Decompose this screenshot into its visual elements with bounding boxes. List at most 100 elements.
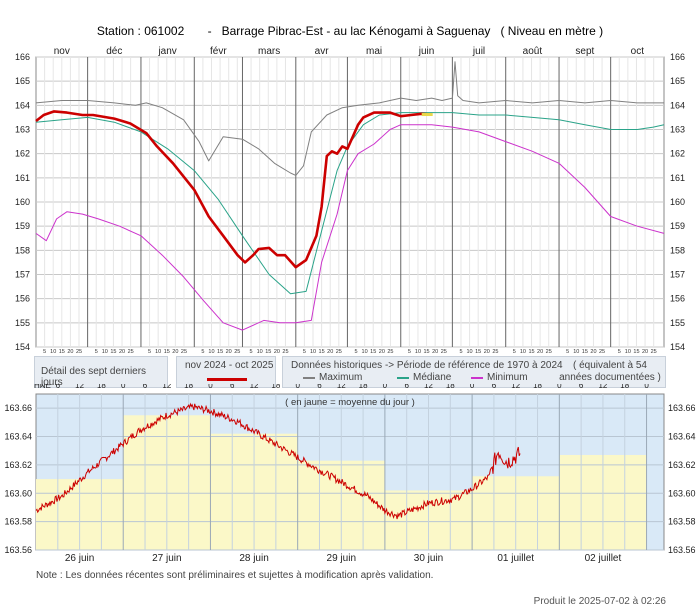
hour-tick-label: 18 — [97, 384, 106, 390]
day-tick-label: 15 — [528, 349, 534, 355]
detail-series-line — [35, 402, 521, 520]
hour-tick-label: 0 — [383, 384, 388, 390]
y-tick-label-right: 155 — [670, 318, 685, 328]
legend-current: nov 2024 - oct 2025 — [176, 356, 276, 388]
legend-max-label: Maximum — [319, 372, 363, 383]
y-tick-label-right: 166 — [670, 52, 685, 62]
day-tick-label: 15 — [265, 349, 271, 355]
y-tick-label-right: 163 — [670, 125, 685, 135]
detail-y-tick-right: 163.64 — [668, 432, 696, 442]
y-tick-label-right: 159 — [670, 221, 685, 231]
legend-min-swatch — [471, 377, 483, 379]
month-label: nov — [54, 46, 70, 57]
day-tick-label: 15 — [582, 349, 588, 355]
hour-tick-label: 6 — [143, 384, 148, 390]
day-tick-label: 10 — [155, 349, 161, 355]
detail-y-tick-right: 163.62 — [668, 460, 696, 470]
legend-current-label: nov 2024 - oct 2025 — [185, 360, 274, 371]
month-label: févr — [210, 46, 227, 57]
day-tick-label: 20 — [274, 349, 280, 355]
month-label: juil — [472, 46, 485, 57]
y-tick-label-left: 157 — [15, 270, 30, 280]
legend-current-swatch — [207, 378, 247, 381]
legend-equivalent-label: ( équivalent à 54 années documentées ) — [559, 360, 661, 383]
y-tick-label-left: 160 — [15, 197, 30, 207]
y-tick-label-right: 160 — [670, 197, 685, 207]
hour-tick-label: 0 — [208, 384, 213, 390]
y-tick-label-left: 165 — [15, 76, 30, 86]
y-tick-label-left: 163 — [15, 125, 30, 135]
day-tick-label: 25 — [336, 349, 342, 355]
legend-historical: Données historiques -> Période de référe… — [282, 356, 666, 388]
day-tick-label: 15 — [475, 349, 481, 355]
y-tick-label-right: 157 — [670, 270, 685, 280]
hour-tick-label: 12 — [162, 384, 171, 390]
y-tick-label-right: 154 — [670, 342, 685, 352]
day-tick-label: 20 — [119, 349, 125, 355]
y-tick-label-left: 155 — [15, 318, 30, 328]
day-tick-label: 5 — [201, 349, 204, 355]
detail-y-tick-left: 163.66 — [4, 403, 32, 413]
legend-max-swatch — [303, 377, 315, 379]
day-tick-label: 5 — [354, 349, 357, 355]
detail-y-tick-right: 163.66 — [668, 403, 696, 413]
hour-tick-label: 0 — [470, 384, 475, 390]
y-tick-label-left: 162 — [15, 149, 30, 159]
detail-button[interactable]: Détail des sept derniers jours — [34, 356, 168, 388]
hour-tick-label: 12 — [75, 384, 84, 390]
day-label: 30 juin — [414, 553, 443, 564]
y-tick-label-right: 158 — [670, 245, 685, 255]
day-label: 29 juin — [327, 553, 356, 564]
legend-median-swatch — [397, 377, 409, 379]
series-line-minimum — [35, 124, 665, 331]
detail-y-tick-left: 163.58 — [4, 517, 32, 527]
day-tick-label: 15 — [164, 349, 170, 355]
detail-y-tick-left: 163.64 — [4, 432, 32, 442]
month-label: juin — [418, 46, 435, 57]
y-tick-label-left: 156 — [15, 294, 30, 304]
day-tick-label: 25 — [76, 349, 82, 355]
day-tick-label: 25 — [282, 349, 288, 355]
day-tick-label: 10 — [467, 349, 473, 355]
day-tick-label: 15 — [633, 349, 639, 355]
hour-tick-label: 0 — [557, 384, 562, 390]
day-label: 27 juin — [152, 553, 181, 564]
hour-tick-label: 6 — [230, 384, 235, 390]
day-tick-label: 25 — [181, 349, 187, 355]
day-tick-label: 20 — [226, 349, 232, 355]
y-tick-label-right: 164 — [670, 100, 685, 110]
day-tick-label: 10 — [573, 349, 579, 355]
hour-tick-label: 18 — [620, 384, 629, 390]
detail-title: ( en jaune = moyenne du jour ) — [285, 397, 415, 408]
hour-tick-label: 0 — [644, 384, 649, 390]
hour-tick-label: 18 — [359, 384, 368, 390]
day-tick-label: 20 — [327, 349, 333, 355]
day-tick-label: 5 — [408, 349, 411, 355]
month-label: mai — [366, 46, 382, 57]
day-tick-label: 5 — [618, 349, 621, 355]
day-tick-label: 5 — [148, 349, 151, 355]
hour-tick-label: 0 — [121, 384, 126, 390]
hour-tick-label: 6 — [317, 384, 322, 390]
day-tick-label: 15 — [319, 349, 325, 355]
month-label: avr — [315, 46, 330, 57]
y-tick-label-right: 165 — [670, 76, 685, 86]
hour-tick-label: 6 — [492, 384, 497, 390]
day-tick-label: 25 — [599, 349, 605, 355]
day-tick-label: 15 — [370, 349, 376, 355]
day-tick-label: 20 — [642, 349, 648, 355]
y-tick-label-left: 164 — [15, 100, 30, 110]
hour-tick-label: 12 — [511, 384, 520, 390]
day-tick-label: 5 — [250, 349, 253, 355]
day-tick-label: 15 — [217, 349, 223, 355]
day-tick-label: 5 — [566, 349, 569, 355]
legend-min-label: Minimum — [487, 372, 528, 383]
day-tick-label: 25 — [387, 349, 393, 355]
legend-historical-label: Données historiques -> Période de référe… — [291, 360, 563, 371]
detail-y-tick-right: 163.56 — [668, 545, 696, 555]
day-tick-label: 25 — [441, 349, 447, 355]
day-tick-label: 20 — [484, 349, 490, 355]
month-label: sept — [575, 46, 594, 57]
y-tick-label-left: 154 — [15, 342, 30, 352]
